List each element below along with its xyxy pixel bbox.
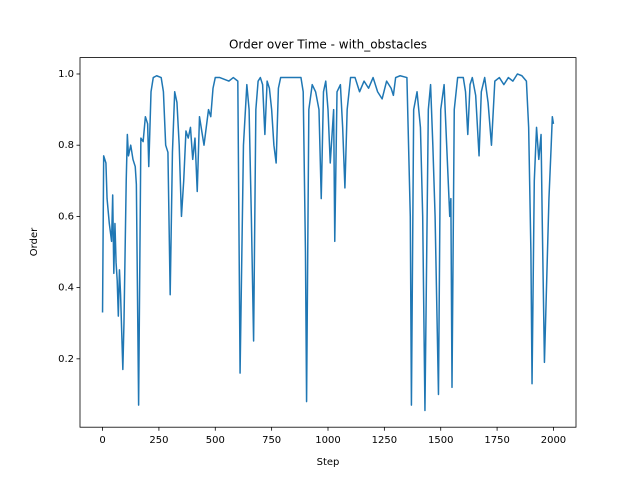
- x-axis-label: Step: [317, 457, 340, 468]
- x-tick-label: 750: [262, 435, 281, 446]
- chart-title: Order over Time - with_obstacles: [229, 38, 427, 52]
- y-tick-label: 0.4: [58, 283, 74, 294]
- y-tick-label: 0.6: [58, 211, 74, 222]
- x-tick-label: 2000: [541, 435, 566, 446]
- x-tick-label: 250: [149, 435, 168, 446]
- line: [101, 73, 555, 412]
- y-axis-label: Order: [29, 227, 40, 256]
- y-tick-label: 1.0: [58, 69, 74, 80]
- x-tick-label: 1500: [428, 435, 453, 446]
- x-tick-label: 1750: [484, 435, 509, 446]
- y-tick-label: 0.2: [58, 354, 74, 365]
- y-tick-label: 0.8: [58, 140, 74, 151]
- x-tick-label: 0: [99, 435, 105, 446]
- x-tick-label: 500: [206, 435, 225, 446]
- x-tick-label: 1250: [372, 435, 397, 446]
- x-tick-label: 1000: [315, 435, 340, 446]
- plot-frame: [79, 57, 577, 428]
